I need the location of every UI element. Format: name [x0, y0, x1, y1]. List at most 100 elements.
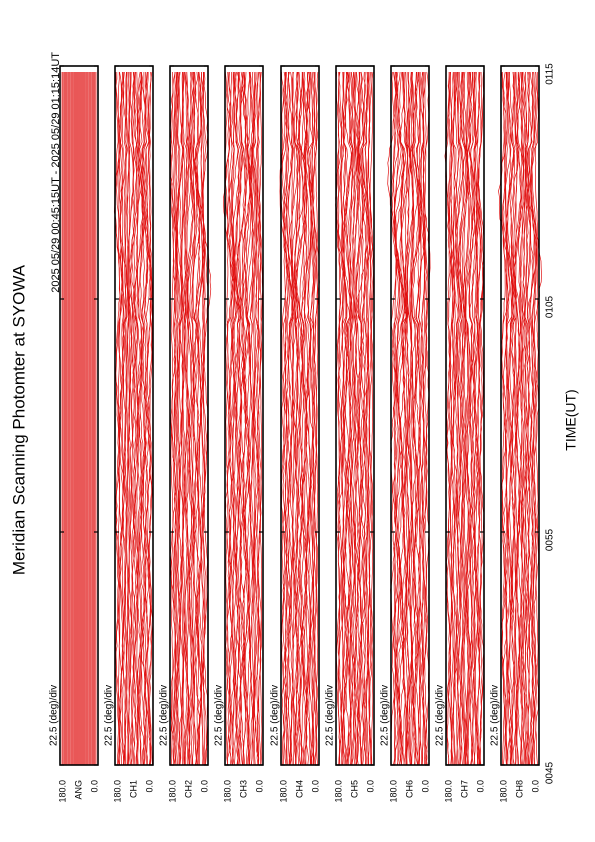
- scale-label: 22.5 (deg)/div: [159, 685, 170, 746]
- x-tick-label: 0105: [545, 295, 556, 318]
- channel-label: CH6: [404, 780, 414, 798]
- rotated-frame: Meridian Scanning Photomter at SYOWA 202…: [9, 52, 578, 803]
- panel: 180.0 CH6 0.0 22.5 (deg)/div: [380, 65, 431, 803]
- scale-label: 22.5 (deg)/div: [214, 685, 225, 746]
- trace: [186, 71, 190, 766]
- trace: [239, 71, 243, 766]
- scale-label: 22.5 (deg)/div: [435, 685, 446, 746]
- panel: 180.0 CH2 0.0 22.5 (deg)/div: [159, 65, 212, 803]
- trace: [124, 71, 130, 766]
- y-max-label: 180.0: [222, 780, 232, 803]
- trace: [473, 72, 477, 766]
- y-max-label: 180.0: [167, 780, 177, 803]
- trace: [311, 71, 317, 766]
- trace: [502, 71, 510, 766]
- trace: [234, 71, 242, 766]
- channel-label: CH8: [514, 780, 524, 798]
- trace: [142, 72, 148, 766]
- trace: [406, 71, 411, 766]
- trace: [128, 72, 135, 766]
- trace: [257, 71, 262, 766]
- trace: [416, 71, 422, 766]
- y-min-label: 0.0: [420, 780, 430, 793]
- trace: [174, 71, 178, 766]
- trace: [423, 71, 431, 766]
- panel-frame: [169, 65, 209, 766]
- trace: [510, 71, 516, 766]
- trace: [367, 71, 374, 766]
- y-min-label: 0.0: [144, 780, 154, 793]
- chart-subtitle: 2025 05/29 00:45:15UT - 2025 05/29 01:15…: [50, 52, 62, 293]
- trace: [404, 71, 410, 766]
- trace: [227, 72, 233, 766]
- scale-label: 22.5 (deg)/div: [49, 685, 60, 746]
- trace: [226, 71, 238, 766]
- trace: [143, 71, 151, 766]
- y-min-label: 0.0: [365, 780, 375, 793]
- panel: 180.0 CH7 0.0 22.5 (deg)/div: [435, 65, 485, 803]
- trace: [365, 71, 369, 766]
- trace: [308, 71, 316, 766]
- y-max-label: 180.0: [443, 780, 453, 803]
- trace: [173, 72, 177, 766]
- trace: [185, 71, 193, 766]
- channel-label: CH1: [128, 780, 138, 798]
- x-tick-label: 0115: [545, 63, 556, 85]
- panel: 180.0 CH3 0.0 22.5 (deg)/div: [214, 65, 264, 803]
- trace: [312, 71, 318, 766]
- trace: [315, 71, 319, 766]
- trace: [279, 71, 288, 766]
- scale-label: 22.5 (deg)/div: [325, 685, 336, 746]
- panel-frame: [445, 65, 485, 766]
- trace: [456, 71, 466, 766]
- trace: [468, 71, 477, 766]
- trace: [252, 71, 257, 766]
- trace: [299, 71, 306, 766]
- chart-title: Meridian Scanning Photomter at SYOWA: [9, 264, 28, 575]
- trace: [337, 71, 341, 766]
- y-max-label: 180.0: [57, 780, 67, 803]
- x-tick-label: 0055: [545, 528, 556, 551]
- trace: [458, 71, 467, 766]
- panel: 180.0 CH4 0.0 22.5 (deg)/div: [270, 65, 320, 803]
- trace: [312, 71, 320, 766]
- trace: [123, 71, 127, 765]
- scale-label: 22.5 (deg)/div: [380, 685, 391, 746]
- panel: 180.0 CH8 0.0 22.5 (deg)/div: [490, 65, 542, 803]
- trace: [448, 71, 454, 766]
- panel-frame: [335, 65, 375, 766]
- trace: [526, 71, 537, 766]
- trace: [470, 71, 478, 766]
- y-max-label: 180.0: [278, 780, 288, 803]
- trace: [355, 71, 362, 766]
- scale-label: 22.5 (deg)/div: [490, 685, 501, 746]
- y-min-label: 0.0: [199, 780, 209, 793]
- trace: [132, 71, 138, 766]
- y-max-label: 180.0: [388, 780, 398, 803]
- y-min-label: 0.0: [89, 780, 99, 793]
- panel: 180.0 ANG 0.0 22.5 (deg)/div: [49, 65, 99, 803]
- panel-frame: [390, 65, 430, 766]
- trace: [282, 71, 293, 766]
- trace: [450, 71, 455, 766]
- trace: [307, 71, 312, 766]
- x-axis-label: TIME(UT): [563, 389, 579, 450]
- trace: [419, 72, 426, 766]
- trace: [259, 71, 264, 766]
- trace: [452, 71, 456, 765]
- channel-label: CH5: [349, 780, 359, 798]
- trace: [116, 71, 123, 766]
- trace: [401, 71, 409, 766]
- trace: [237, 71, 248, 766]
- channel-label: CH4: [294, 780, 304, 798]
- trace: [224, 71, 229, 766]
- y-min-label: 0.0: [475, 780, 485, 793]
- channel-label: CH3: [238, 780, 248, 798]
- trace: [144, 71, 152, 766]
- trace: [465, 71, 470, 766]
- trace: [251, 71, 256, 766]
- trace: [360, 71, 367, 766]
- trace: [232, 71, 240, 766]
- trace: [121, 71, 125, 766]
